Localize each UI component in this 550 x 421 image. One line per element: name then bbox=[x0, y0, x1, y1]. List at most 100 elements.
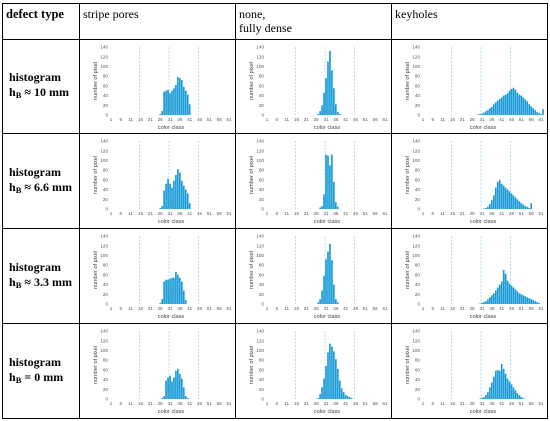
x-tick-label: 46 bbox=[197, 117, 203, 122]
y-tick-label: 40 bbox=[259, 377, 265, 382]
y-axis-label: number of pixel bbox=[249, 62, 255, 100]
histogram-bar bbox=[325, 78, 327, 115]
row-hb-0: histogram hB = 0 mm 0 20 40 60 80 100 120 140 1 6 1… bbox=[2, 323, 548, 419]
histogram-bar bbox=[532, 300, 535, 304]
histogram-bar bbox=[522, 204, 525, 209]
x-tick-label: 51 bbox=[519, 306, 525, 311]
histogram-cell: 0 20 40 60 80 100 120 140 1 6 11 16 21 26 31 36 41 46 51 56… bbox=[391, 323, 548, 419]
histogram-bar bbox=[500, 364, 503, 399]
y-axis-label: number of pixel bbox=[93, 346, 99, 384]
x-tick-label: 6 bbox=[120, 117, 123, 122]
row-label: histogram hB ≈ 10 mm bbox=[2, 39, 80, 134]
x-tick-label: 41 bbox=[499, 306, 505, 311]
histogram-bar bbox=[177, 77, 179, 115]
histogram-bar bbox=[492, 293, 495, 304]
histogram-bar bbox=[498, 98, 501, 115]
x-axis-label: color class bbox=[158, 125, 185, 131]
histogram-bar bbox=[506, 93, 509, 115]
x-tick-label: 1 bbox=[422, 401, 425, 406]
x-tick-label: 61 bbox=[382, 211, 388, 216]
histogram-bar bbox=[487, 392, 489, 399]
histogram-bar bbox=[494, 102, 497, 115]
x-tick-label: 11 bbox=[284, 211, 289, 216]
y-tick-label: 140 bbox=[100, 329, 108, 334]
x-tick-label: 1 bbox=[266, 401, 269, 406]
histogram-bar bbox=[512, 195, 515, 209]
x-tick-label: 26 bbox=[314, 401, 320, 406]
x-tick-label: 6 bbox=[432, 401, 435, 406]
x-tick-label: 26 bbox=[470, 117, 476, 122]
y-tick-label: 140 bbox=[256, 329, 264, 334]
histogram-bar bbox=[342, 392, 345, 399]
x-axis-label: color class bbox=[470, 314, 497, 320]
y-tick-label: 40 bbox=[259, 93, 265, 98]
histogram-bar bbox=[542, 109, 544, 115]
histogram-bar bbox=[492, 376, 495, 399]
histogram-bar bbox=[516, 199, 519, 209]
x-tick-label: 6 bbox=[276, 117, 279, 122]
histogram-cell: 0 20 40 60 80 100 120 140 1 6 11 16 21 26 31 36 41 46 51 56… bbox=[79, 39, 236, 134]
histogram-bar bbox=[180, 80, 183, 115]
y-tick-label: 0 bbox=[417, 302, 420, 307]
x-tick-label: 21 bbox=[304, 211, 310, 216]
histogram-bar bbox=[494, 370, 497, 399]
histogram-bar bbox=[518, 395, 521, 399]
histogram-bar bbox=[319, 394, 321, 399]
histogram-bar bbox=[512, 287, 515, 304]
histogram-bar bbox=[485, 395, 487, 399]
x-tick-label: 21 bbox=[460, 306, 466, 311]
x-tick-label: 11 bbox=[284, 306, 289, 311]
histogram-bar bbox=[177, 274, 179, 304]
x-tick-label: 1 bbox=[422, 306, 425, 311]
x-tick-label: 51 bbox=[363, 211, 369, 216]
y-tick-label: 60 bbox=[415, 367, 421, 372]
histogram-bar bbox=[516, 291, 519, 304]
histogram-bar bbox=[340, 388, 343, 399]
x-axis-label: color class bbox=[314, 409, 341, 415]
histogram-bar bbox=[323, 275, 325, 304]
histogram-bar bbox=[323, 378, 325, 399]
y-tick-label: 100 bbox=[100, 64, 108, 69]
x-tick-label: 21 bbox=[304, 117, 310, 122]
x-tick-label: 6 bbox=[432, 211, 435, 216]
histogram-bar bbox=[333, 181, 335, 209]
histogram-bar bbox=[317, 302, 319, 304]
x-tick-label: 26 bbox=[158, 117, 164, 122]
histogram-bar bbox=[514, 289, 517, 304]
histogram-bar bbox=[487, 299, 489, 304]
histogram-cell: 0 20 40 60 80 100 120 140 1 6 11 16 21 26 31 36 41 46 51 56… bbox=[79, 133, 236, 229]
x-tick-label: 61 bbox=[538, 117, 544, 122]
y-tick-label: 80 bbox=[103, 263, 109, 268]
histogram-bar bbox=[336, 206, 339, 209]
histogram-bar bbox=[481, 303, 483, 304]
x-tick-label: 11 bbox=[440, 401, 445, 406]
y-tick-label: 60 bbox=[259, 177, 265, 182]
x-tick-label: 26 bbox=[470, 306, 476, 311]
x-tick-label: 51 bbox=[207, 117, 213, 122]
histogram-bar bbox=[522, 398, 525, 399]
x-axis-label: color class bbox=[314, 125, 341, 131]
histogram-bar bbox=[483, 397, 485, 399]
x-tick-label: 11 bbox=[284, 117, 289, 122]
histogram-bar bbox=[526, 207, 529, 209]
histogram-bar bbox=[329, 343, 331, 399]
histogram-bar bbox=[327, 352, 329, 399]
y-tick-label: 100 bbox=[256, 64, 264, 69]
histogram-bar bbox=[161, 111, 163, 115]
x-tick-label: 1 bbox=[110, 117, 113, 122]
histogram-bar bbox=[336, 368, 339, 399]
x-tick-label: 46 bbox=[197, 306, 203, 311]
histogram-bar bbox=[321, 387, 323, 399]
x-tick-label: 51 bbox=[363, 306, 369, 311]
histogram-cell: 0 20 40 60 80 100 120 140 1 6 11 16 21 26 31 36 41 46 51 56… bbox=[79, 323, 236, 419]
histogram-bar bbox=[514, 390, 517, 399]
y-tick-label: 40 bbox=[415, 93, 421, 98]
x-tick-label: 6 bbox=[120, 211, 123, 216]
x-tick-label: 36 bbox=[333, 306, 339, 311]
histogram-bar bbox=[516, 92, 519, 115]
histogram-bar bbox=[165, 279, 167, 304]
histogram-bar bbox=[179, 373, 181, 399]
x-tick-label: 51 bbox=[207, 401, 213, 406]
x-tick-label: 41 bbox=[187, 117, 193, 122]
